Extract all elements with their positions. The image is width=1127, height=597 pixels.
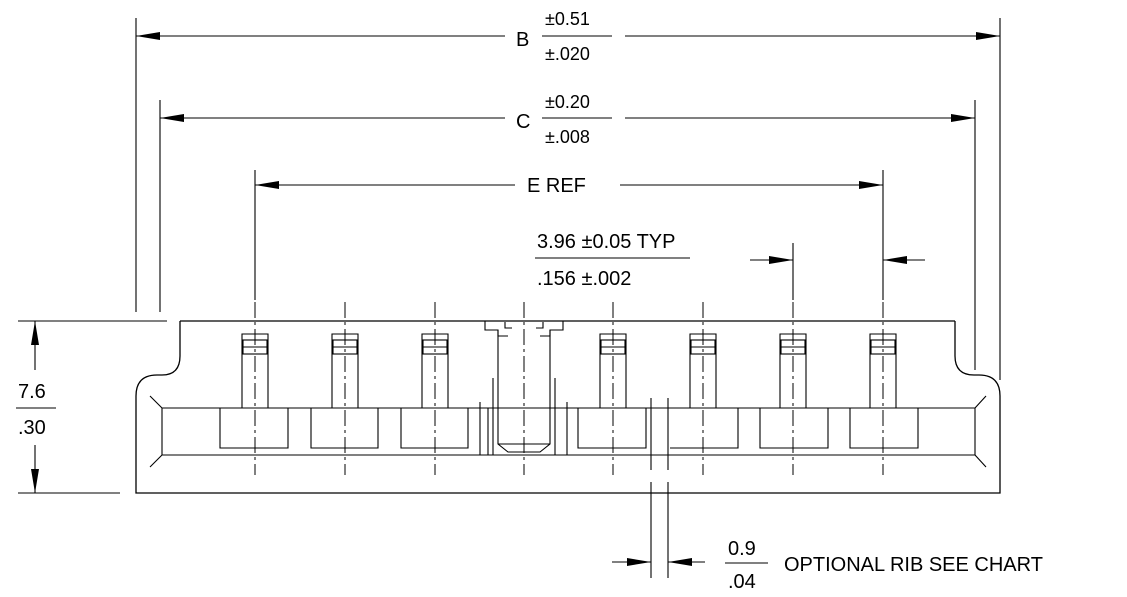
dimension-e-label: E REF xyxy=(527,175,586,197)
dimension-c-tol-mm: ±0.20 xyxy=(545,92,590,112)
dimension-c: C ±0.20 ±.008 xyxy=(159,92,976,370)
dimension-b-tol-mm: ±0.51 xyxy=(545,9,590,29)
optional-rib: 0.9 .04 OPTIONAL RIB SEE CHART xyxy=(612,398,1043,593)
rib-note: OPTIONAL RIB SEE CHART xyxy=(784,554,1043,576)
height-in-label: .30 xyxy=(18,417,46,439)
rib-mm-label: 0.9 xyxy=(728,538,756,560)
rib-in-label: .04 xyxy=(728,571,756,593)
dimension-pitch: 3.96 ±0.05 TYP .156 ±.002 xyxy=(535,231,925,300)
dimension-height: 7.6 .30 xyxy=(16,320,167,494)
dimension-b-letter: B xyxy=(516,29,529,51)
height-mm-label: 7.6 xyxy=(18,381,46,403)
dimension-c-letter: C xyxy=(516,111,530,133)
pitch-mm-label: 3.96 ±0.05 TYP xyxy=(537,231,675,253)
contact-cavities xyxy=(165,333,919,455)
dimension-c-tol-in: ±.008 xyxy=(545,127,590,147)
pitch-in-label: .156 ±.002 xyxy=(537,268,631,290)
center-lines xyxy=(254,302,884,475)
dimension-e-ref: E REF xyxy=(254,170,884,300)
dimension-b-tol-in: ±.020 xyxy=(545,44,590,64)
dimension-b: B ±0.51 ±.020 xyxy=(135,9,1001,380)
